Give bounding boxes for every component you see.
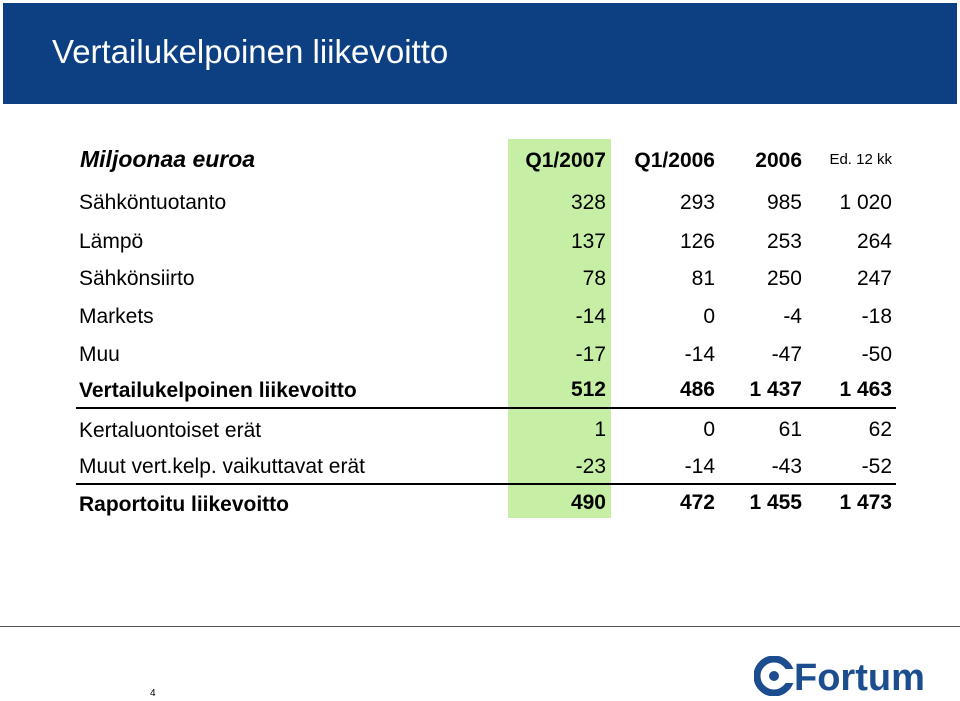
table-cell: 0	[703, 305, 715, 328]
row-label: Markets	[79, 305, 154, 328]
title-bar: Vertailukelpoinen liikevoitto	[3, 3, 957, 104]
column-header-ed-12-kk: Ed. 12 kk	[829, 151, 892, 168]
total-divider	[76, 483, 896, 485]
fortum-logo-text: Fortum	[794, 657, 925, 699]
table-cell: -14	[684, 455, 715, 478]
table-cell: 253	[766, 230, 802, 253]
table-cell: 250	[766, 267, 802, 290]
highlight-column	[508, 139, 611, 518]
table-cell: 328	[570, 191, 606, 214]
table-cell: -14	[575, 305, 606, 328]
page-number: 4	[150, 688, 156, 699]
row-label: Vertailukelpoinen liikevoitto	[79, 379, 357, 402]
table-cell: 1 455	[749, 491, 802, 514]
column-header-q1-2006: Q1/2006	[634, 149, 715, 172]
row-label: Sähkönsiirto	[79, 267, 195, 290]
row-label: Raportoitu liikevoitto	[79, 493, 289, 516]
table-cell: 490	[570, 491, 606, 514]
row-label: Sähköntuotanto	[79, 191, 227, 214]
table-cell: 61	[778, 418, 802, 441]
table-cell: 126	[679, 230, 715, 253]
row-label: Kertaluontoiset erät	[79, 419, 262, 442]
table-cell: -14	[684, 343, 715, 366]
table-cell: 62	[868, 418, 892, 441]
table-cell: -50	[861, 343, 892, 366]
table-cell: 472	[679, 491, 715, 514]
slide-title: Vertailukelpoinen liikevoitto	[52, 33, 449, 70]
table-cell: 78	[582, 267, 606, 290]
table-cell: -47	[771, 343, 802, 366]
table-cell: -23	[575, 455, 606, 478]
table-cell: 1 437	[749, 378, 802, 401]
table-cell: 985	[766, 191, 802, 214]
row-label: Muu	[79, 343, 120, 366]
table-cell: 1 020	[839, 191, 892, 214]
row-label: Muut vert.kelp. vaikuttavat erät	[79, 455, 365, 478]
subtotal-divider	[76, 407, 896, 409]
table-cell: 512	[570, 378, 606, 401]
column-header-q1-2007: Q1/2007	[525, 149, 606, 172]
table-cell: 137	[570, 230, 606, 253]
table-cell: 1 463	[839, 378, 892, 401]
table-cell: 247	[856, 267, 892, 290]
table-cell: 293	[679, 191, 715, 214]
table-cell: 1	[594, 418, 606, 441]
unit-label: Miljoonaa euroa	[80, 146, 256, 172]
footer-divider	[0, 626, 960, 627]
table-cell: 1 473	[839, 491, 892, 514]
row-label: Lämpö	[79, 230, 144, 253]
table-cell: -43	[771, 455, 802, 478]
table-cell: -4	[783, 305, 802, 328]
table-cell: 264	[856, 230, 892, 253]
table-cell: 81	[691, 267, 715, 290]
fortum-logo-icon	[753, 655, 795, 701]
table-cell: -52	[861, 455, 892, 478]
table-cell: 0	[703, 418, 715, 441]
table-cell: -17	[575, 343, 606, 366]
table-cell: 486	[679, 378, 715, 401]
column-header-2006: 2006	[755, 149, 802, 172]
table-cell: -18	[861, 305, 892, 328]
